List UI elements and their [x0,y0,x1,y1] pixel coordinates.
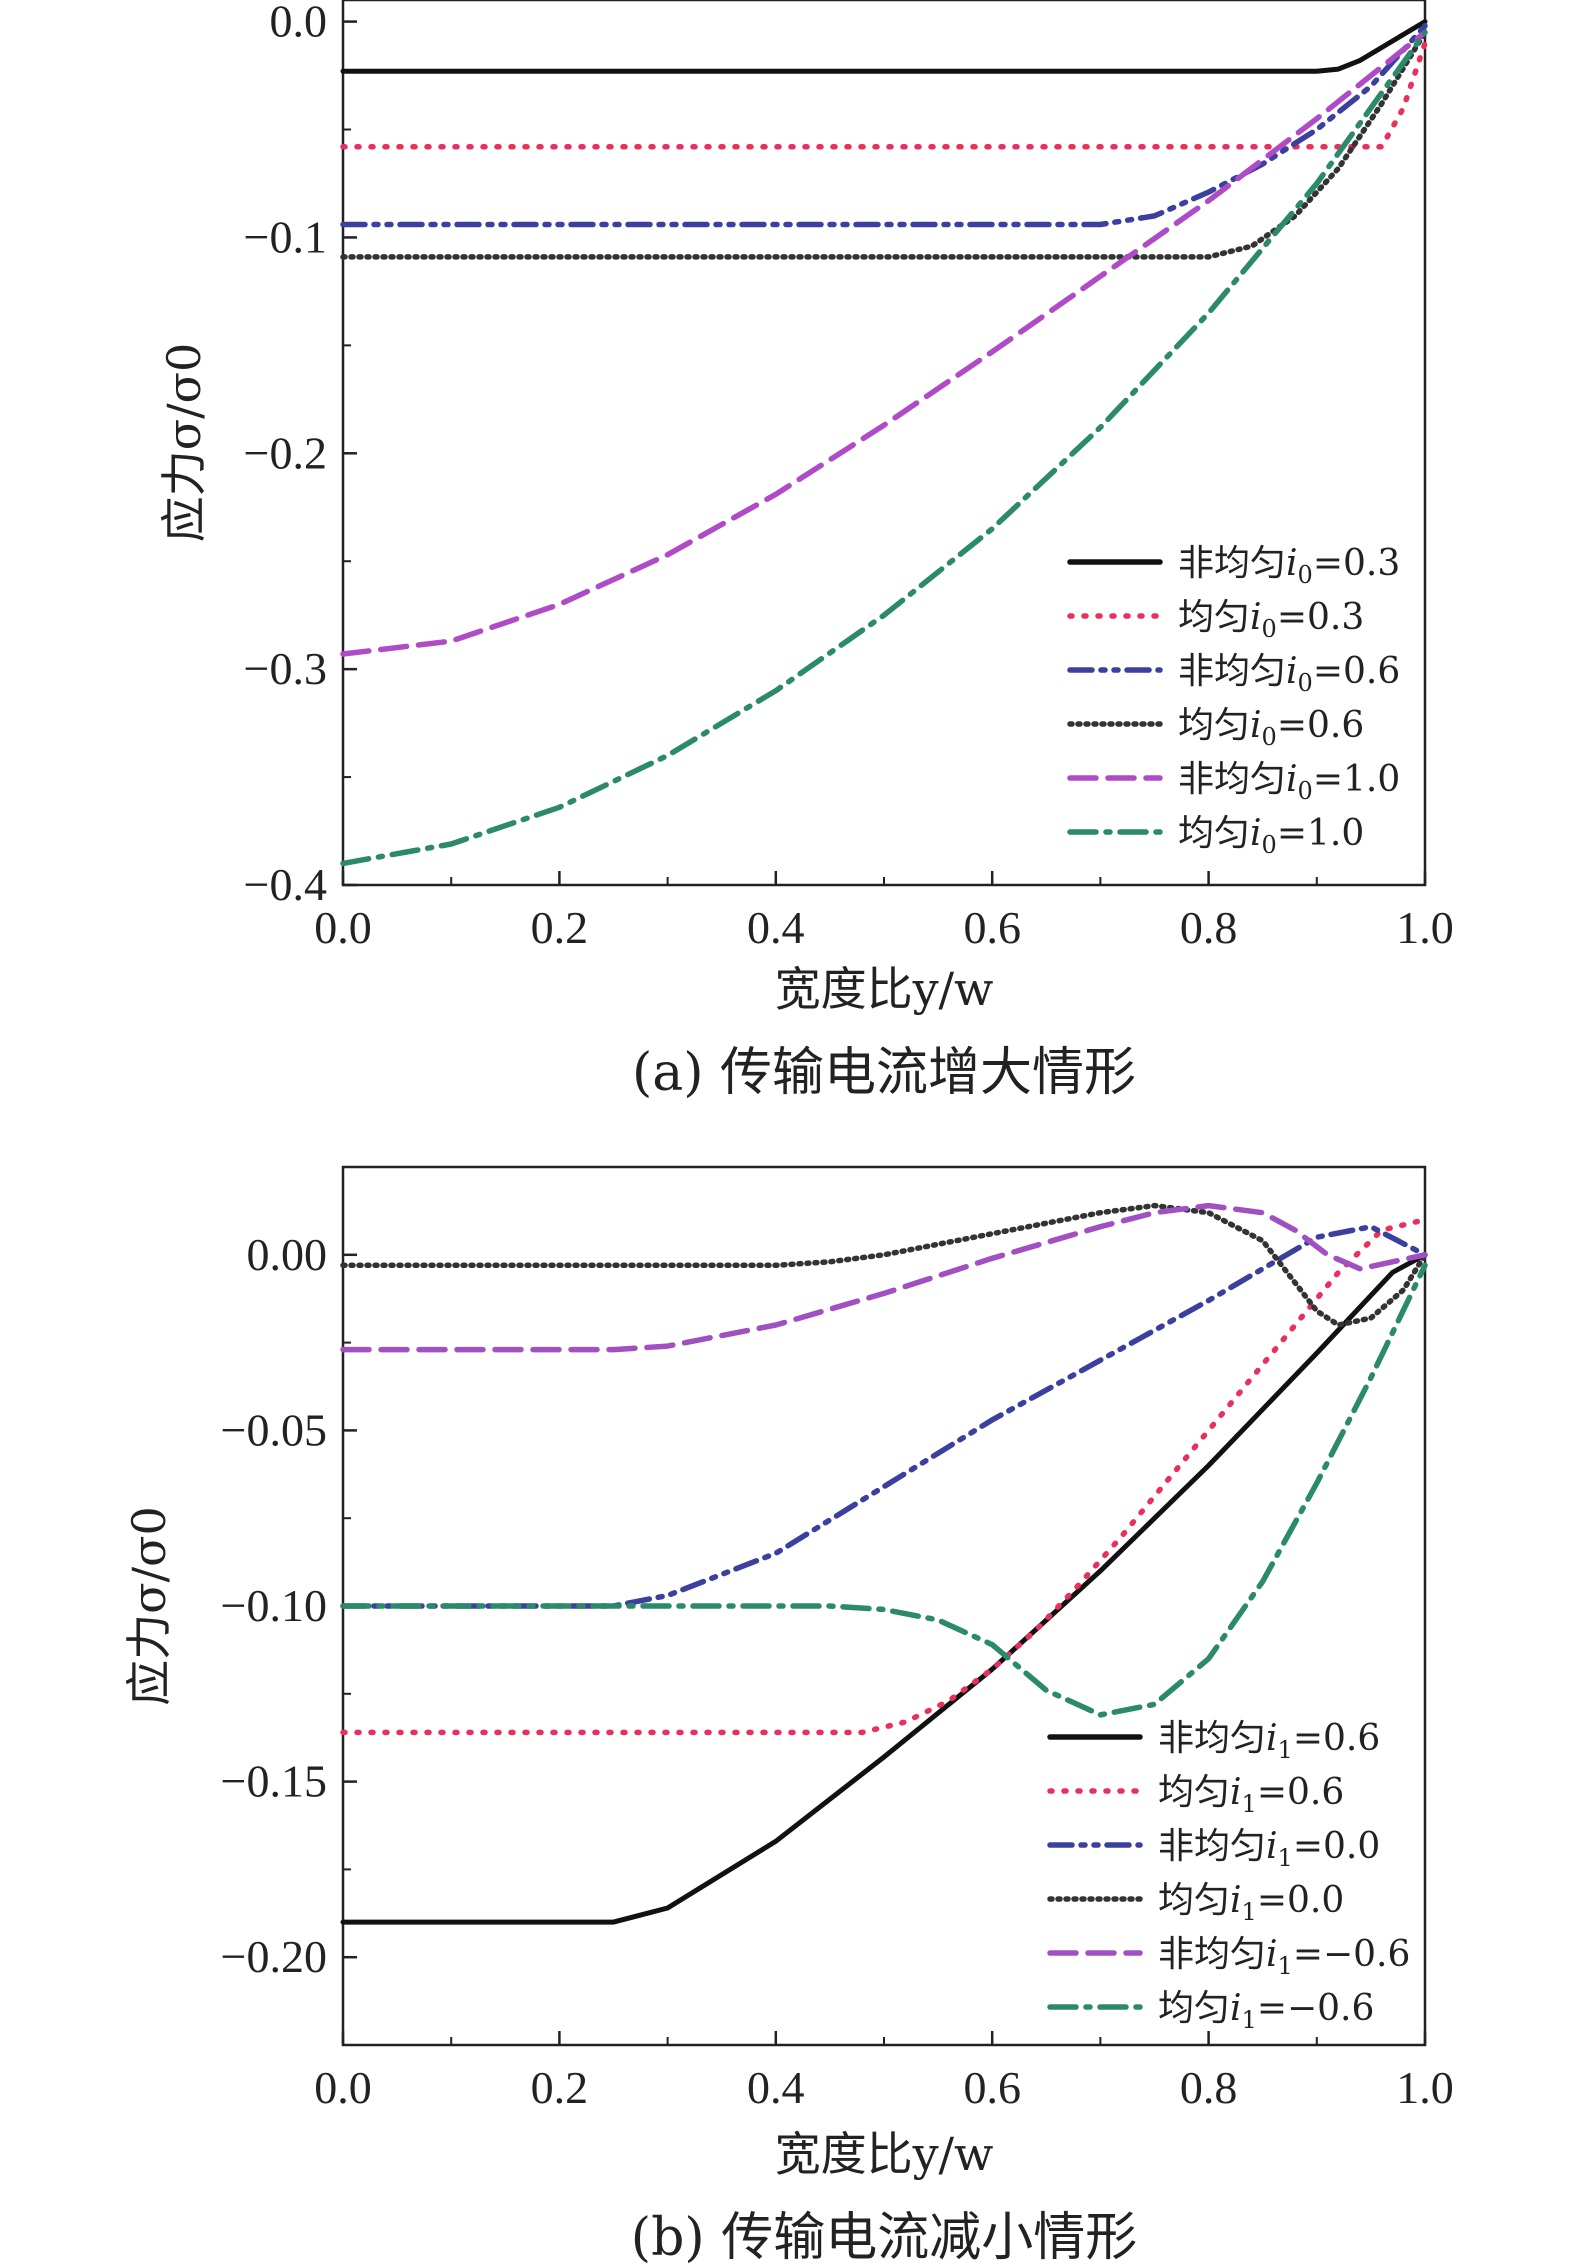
y-axis-title: 应力σ/σ0 [122,1506,176,1706]
legend-label-5: 非均匀i0=1.0 [1178,759,1400,805]
x-tick-label: 0.2 [531,2062,589,2113]
y-tick-label: −0.10 [221,1580,327,1631]
chart-panel-a: 0.0 0.2 0.4 0.6 0.8 1.0 0.0 −0.1 −0.2 −0.3 −0.4 宽度比… [157,0,1454,1103]
legend-label-4: 均匀i1=0.0 [1158,1880,1344,1926]
y-axis-title: 应力σ/σ0 [157,343,211,543]
series-line-1 [340,1252,1428,1925]
y-tick-label: 0.0 [270,0,328,47]
x-tick-label: 0.0 [314,902,372,953]
y-tick-label: −0.2 [244,427,327,478]
x-tick-label: 0.4 [747,902,805,953]
x-tick-label: 0.6 [963,2062,1021,2113]
series-line-6 [340,29,1428,867]
y-tick-label: −0.4 [244,859,327,910]
legend-label-6: 均匀i1=−0.6 [1158,1988,1374,2034]
x-tick-label: 1.0 [1396,2062,1454,2113]
series-line-3 [340,23,1428,228]
y-tick-label: −0.1 [244,211,327,262]
legend-label-6: 均匀i0=1.0 [1178,813,1364,859]
x-axis-title: 宽度比y/w [775,2127,994,2181]
legend-label-2: 均匀i1=0.6 [1158,1772,1344,1818]
legend-label-3: 非均匀i0=0.6 [1178,651,1400,697]
legend-label-1: 非均匀i0=0.3 [1178,543,1400,589]
series-line-6 [340,1262,1428,1718]
y-tick-label: −0.05 [221,1404,327,1455]
panel-caption: (a) 传输电流增大情形 [632,1043,1136,1103]
series-line-1 [340,19,1428,74]
panel-caption: (b) 传输电流减小情形 [631,2208,1137,2267]
series-line-5 [340,1202,1428,1353]
legend-label-4: 均匀i0=0.6 [1178,705,1364,751]
x-tick-label: 0.0 [314,2062,372,2113]
y-tick-label: −0.15 [221,1756,327,1807]
series-line-4 [340,29,1428,260]
x-tick-label: 0.4 [747,2062,805,2113]
legend-label-1: 非均匀i1=0.6 [1158,1718,1380,1764]
x-tick-label: 0.2 [531,902,589,953]
y-tick-label: −0.20 [221,1931,327,1982]
series-line-2 [340,40,1428,150]
x-tick-label: 0.8 [1180,2062,1238,2113]
legend-label-3: 非均匀i1=0.0 [1158,1826,1380,1872]
legend-label-5: 非均匀i1=−0.6 [1158,1934,1410,1980]
series-line-4 [340,1202,1428,1328]
series-line-5 [340,29,1428,657]
legend-label-2: 均匀i0=0.3 [1178,597,1364,643]
x-tick-label: 0.6 [963,902,1021,953]
series-line-2 [340,1216,1428,1736]
x-tick-label: 1.0 [1396,902,1454,953]
chart-panel-b: 0.0 0.2 0.4 0.6 0.8 1.0 0.00 −0.05 −0.10 −0.15 −0.… [122,1165,1454,2267]
y-tick-label: −0.3 [244,643,327,694]
y-tick-label: 0.00 [247,1229,328,1280]
series-line-3 [340,1223,1428,1609]
x-axis-title: 宽度比y/w [775,962,994,1016]
plot-frame [341,0,1427,887]
x-tick-label: 0.8 [1180,902,1238,953]
